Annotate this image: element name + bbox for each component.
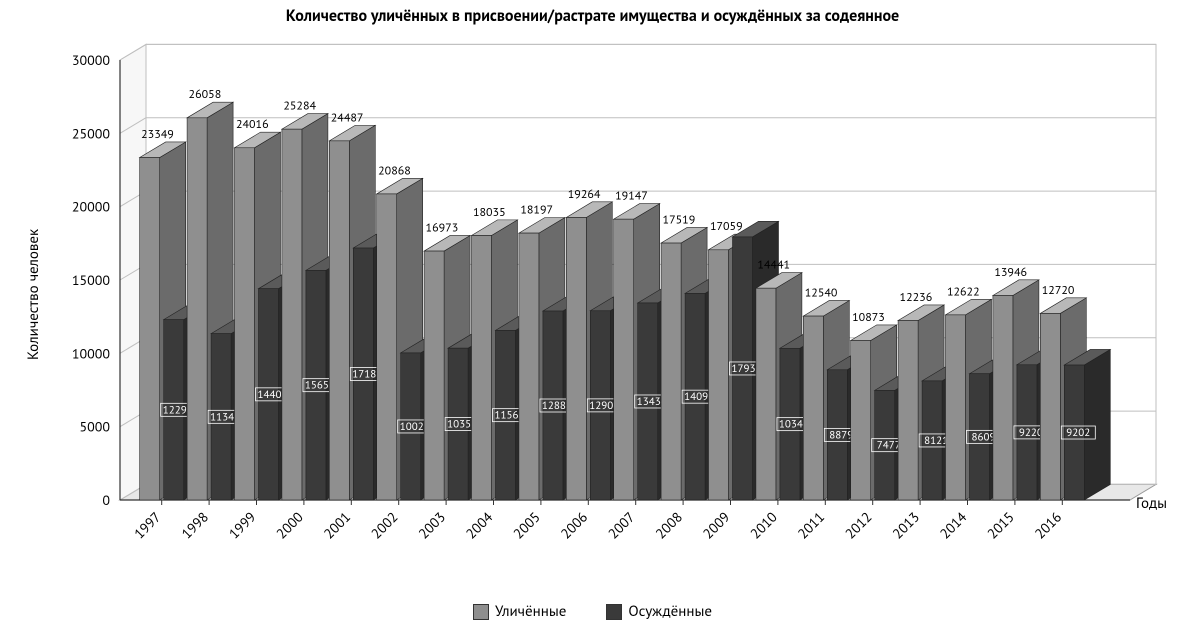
svg-text:9202: 9202 bbox=[1066, 426, 1090, 440]
svg-text:19264: 19264 bbox=[568, 187, 601, 202]
svg-text:2000: 2000 bbox=[272, 508, 307, 543]
chart-plot: 0500010000150002000025000300002334912298… bbox=[0, 0, 1185, 631]
svg-text:20000: 20000 bbox=[72, 198, 111, 216]
svg-text:24016: 24016 bbox=[236, 117, 269, 132]
svg-text:2006: 2006 bbox=[557, 508, 591, 542]
svg-text:2007: 2007 bbox=[604, 508, 638, 542]
svg-text:8609: 8609 bbox=[972, 430, 996, 444]
svg-text:24487: 24487 bbox=[331, 110, 364, 125]
svg-text:12540: 12540 bbox=[805, 285, 838, 300]
svg-text:2005: 2005 bbox=[509, 508, 543, 542]
svg-text:5000: 5000 bbox=[79, 418, 110, 436]
legend-label-1: Уличённые bbox=[495, 602, 566, 621]
legend-swatch-1 bbox=[473, 604, 489, 620]
svg-text:12622: 12622 bbox=[947, 284, 980, 299]
svg-text:1997: 1997 bbox=[130, 508, 164, 542]
svg-text:2013: 2013 bbox=[889, 508, 923, 542]
svg-text:1999: 1999 bbox=[225, 508, 259, 542]
svg-text:2008: 2008 bbox=[652, 508, 686, 542]
svg-text:25000: 25000 bbox=[72, 124, 111, 142]
svg-text:8121: 8121 bbox=[924, 434, 948, 448]
svg-text:17059: 17059 bbox=[710, 219, 743, 234]
svg-text:9220: 9220 bbox=[1019, 426, 1043, 440]
svg-text:23349: 23349 bbox=[141, 127, 174, 142]
svg-text:2003: 2003 bbox=[415, 508, 449, 542]
svg-text:30000: 30000 bbox=[72, 51, 111, 69]
svg-text:7477: 7477 bbox=[877, 439, 901, 453]
legend-item-sentenced: Осуждённые bbox=[606, 602, 712, 621]
legend-label-2: Осуждённые bbox=[628, 602, 712, 621]
svg-text:8879: 8879 bbox=[829, 428, 853, 442]
svg-text:2015: 2015 bbox=[983, 508, 1017, 542]
svg-text:2004: 2004 bbox=[462, 508, 497, 543]
svg-text:13946: 13946 bbox=[994, 265, 1027, 280]
svg-text:18197: 18197 bbox=[520, 203, 553, 218]
svg-text:10000: 10000 bbox=[72, 344, 111, 362]
svg-text:14441: 14441 bbox=[757, 258, 790, 273]
svg-text:2001: 2001 bbox=[320, 508, 354, 542]
legend-item-convicted: Уличённые bbox=[473, 602, 566, 621]
svg-text:25284: 25284 bbox=[283, 99, 316, 114]
svg-text:18035: 18035 bbox=[473, 205, 506, 220]
svg-text:17519: 17519 bbox=[663, 212, 696, 227]
svg-text:26058: 26058 bbox=[189, 87, 222, 102]
svg-text:2010: 2010 bbox=[746, 508, 781, 543]
svg-text:2012: 2012 bbox=[841, 508, 875, 542]
svg-text:2014: 2014 bbox=[936, 508, 971, 543]
legend: Уличённые Осуждённые bbox=[0, 602, 1185, 621]
svg-text:1998: 1998 bbox=[178, 508, 212, 542]
svg-text:2011: 2011 bbox=[794, 508, 828, 542]
svg-text:16973: 16973 bbox=[426, 220, 459, 235]
svg-text:20868: 20868 bbox=[378, 163, 411, 178]
svg-text:15000: 15000 bbox=[72, 271, 111, 289]
legend-swatch-2 bbox=[606, 604, 622, 620]
svg-text:10873: 10873 bbox=[852, 310, 885, 325]
svg-text:12720: 12720 bbox=[1042, 283, 1075, 298]
svg-text:0: 0 bbox=[102, 491, 110, 509]
svg-text:12236: 12236 bbox=[900, 290, 933, 305]
svg-text:2002: 2002 bbox=[367, 508, 401, 542]
svg-text:19147: 19147 bbox=[615, 189, 648, 204]
svg-text:2016: 2016 bbox=[1031, 508, 1065, 542]
svg-text:2009: 2009 bbox=[699, 508, 733, 542]
